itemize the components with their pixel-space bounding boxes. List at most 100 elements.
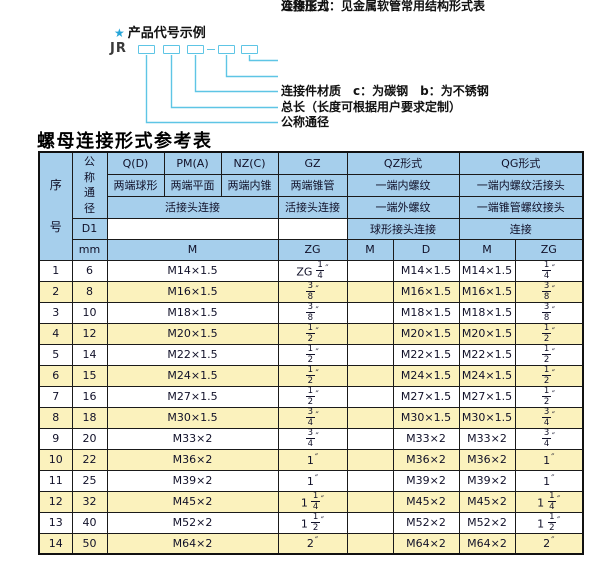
table-row: 12 32 M45×2 1 1 4 ″ M45×2 M45×2 1 1 4 ″ — [38, 490, 584, 513]
cell: M20×1.5 — [392, 322, 460, 345]
code-box-3 — [187, 45, 204, 54]
m-label: M — [106, 238, 279, 261]
col-header-qd: Q(D) — [106, 151, 165, 175]
cell — [346, 385, 394, 408]
cell: 16 — [71, 385, 108, 408]
cell: 2 — [38, 280, 73, 303]
zg-label: ZG — [277, 238, 348, 261]
table-title: 螺母连接形式参考表 — [37, 131, 213, 152]
table-row: 3 10 M18×1.5 3 8 ″ M18×1.5 M18×1.5 3 8 ″ — [38, 301, 584, 324]
cell: 1 2 ″ — [514, 322, 584, 345]
qz-d-label: D — [392, 238, 460, 261]
cell: 1 2 ″ — [514, 364, 584, 387]
cell: 7 — [38, 385, 73, 408]
cell: 3 8 ″ — [514, 301, 584, 324]
cell: 10 — [38, 448, 73, 471]
cell: 14 — [38, 532, 73, 555]
table-row: 6 15 M24×1.5 1 2 ″ M24×1.5 M24×1.5 1 2 ″ — [38, 364, 584, 387]
cell: 9 — [38, 427, 73, 450]
cell: M30×1.5 — [392, 406, 460, 429]
cell: M52×2 — [106, 511, 279, 534]
cell: M64×2 — [106, 532, 279, 555]
table-row: 8 18 M30×1.5 3 4 ″ M30×1.5 M30×1.5 3 4 ″ — [38, 406, 584, 429]
cell: M36×2 — [458, 448, 516, 471]
cell: 1″ — [277, 469, 348, 492]
cell: M16×1.5 — [106, 280, 279, 303]
col-header-seq: 序号 — [38, 151, 73, 261]
col-header-gz: GZ — [277, 151, 348, 175]
cell: 10 — [71, 301, 108, 324]
table-row: 4 12 M20×1.5 1 2 ″ M20×1.5 M20×1.5 1 2 ″ — [38, 322, 584, 345]
cell: M14×1.5 — [106, 259, 279, 282]
cell: M24×1.5 — [458, 364, 516, 387]
gz-ends: 两端锥管 — [277, 173, 348, 197]
code-label-material: 连接件材质 c：为碳钢 b：为不锈钢 — [281, 84, 489, 98]
cell: 1″ — [514, 448, 584, 471]
star-icon: ★ — [114, 26, 125, 40]
cell: 2″ — [514, 532, 584, 555]
cell: 1 2 ″ — [277, 364, 348, 387]
cell: M45×2 — [106, 490, 279, 513]
cell: 14 — [71, 343, 108, 366]
cell: M27×1.5 — [392, 385, 460, 408]
cell: 1 1 2 ″ — [514, 511, 584, 534]
code-box-1 — [138, 45, 155, 54]
cell: 1 2 ″ — [514, 343, 584, 366]
cell: M18×1.5 — [392, 301, 460, 324]
cell — [346, 448, 394, 471]
col-header-nominal-diameter: 公称通径 — [71, 151, 108, 219]
cell — [346, 280, 394, 303]
cell: 40 — [71, 511, 108, 534]
cell: 6 — [38, 364, 73, 387]
cell: 13 — [38, 511, 73, 534]
cell: 1 1 4 ″ — [277, 490, 348, 513]
cell: 12 — [71, 322, 108, 345]
blank-cell — [106, 217, 279, 240]
cell: 3 4 ″ — [514, 406, 584, 429]
cell: 11 — [38, 469, 73, 492]
product-code-heading: ★ 产品代号示例 — [114, 22, 206, 41]
cell: M52×2 — [392, 511, 460, 534]
cell: 1 4 ″ — [514, 259, 584, 282]
code-label-connection: 连接形式：见金属软管常用结构形式表 — [281, 0, 486, 13]
code-dash — [207, 49, 215, 50]
col-header-pma: PM(A) — [163, 151, 222, 175]
cell: 20 — [71, 427, 108, 450]
cell: 3 8 ″ — [514, 280, 584, 303]
d1-label: D1 — [71, 217, 108, 240]
cell: 5 — [38, 343, 73, 366]
cell: 3 4 ″ — [277, 427, 348, 450]
cell: M27×1.5 — [106, 385, 279, 408]
cell: 1 2 ″ — [277, 343, 348, 366]
cell: M14×1.5 — [458, 259, 516, 282]
union-joint-gz: 活接头连接 — [277, 195, 348, 219]
cell — [346, 301, 394, 324]
cell: M24×1.5 — [106, 364, 279, 387]
cell — [346, 322, 394, 345]
table-row: 1 6 M14×1.5 ZG 1 4 ″ M14×1.5 M14×1.5 1 4 ″ — [38, 259, 584, 282]
qg-connect: 连接 — [458, 217, 584, 240]
qz-thread: 一端外螺纹 — [346, 195, 460, 219]
col-header-qz: QZ形式 — [346, 151, 460, 175]
cell: M30×1.5 — [458, 406, 516, 429]
table-row: 10 22 M36×2 1″ M36×2 M36×2 1″ — [38, 448, 584, 471]
qd-ends: 两端球形 — [106, 173, 165, 197]
cell: 1 — [38, 259, 73, 282]
cell: ZG 1 4 ″ — [277, 259, 348, 282]
cell: M27×1.5 — [458, 385, 516, 408]
cell: M18×1.5 — [458, 301, 516, 324]
cell: 15 — [71, 364, 108, 387]
qg-zg-label: ZG — [514, 238, 584, 261]
cell: M45×2 — [392, 490, 460, 513]
qg-ends: 一端内螺纹活接头 — [458, 173, 584, 197]
mm-label: mm — [71, 238, 108, 261]
cell: M33×2 — [392, 427, 460, 450]
nzc-ends: 两端内锥 — [220, 173, 279, 197]
cell: M22×1.5 — [458, 343, 516, 366]
table-body: 1 6 M14×1.5 ZG 1 4 ″ M14×1.5 M14×1.5 1 4 ″ 2 8 M16×1.… — [38, 259, 584, 555]
cell: 3 8 ″ — [277, 280, 348, 303]
cell: 1″ — [514, 469, 584, 492]
cell: M39×2 — [458, 469, 516, 492]
cell: M33×2 — [458, 427, 516, 450]
